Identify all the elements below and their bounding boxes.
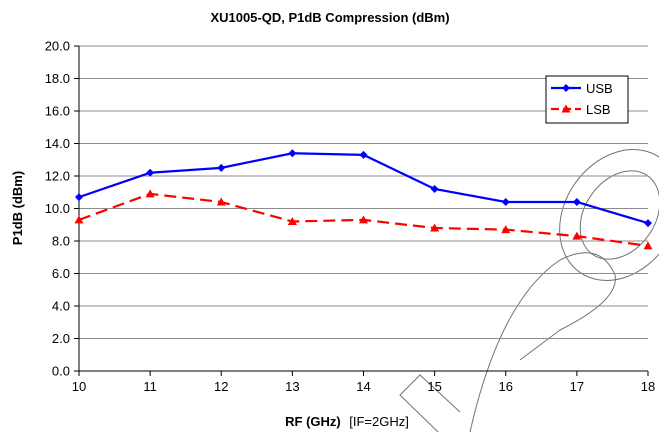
x-axis-label: RF (GHz) [IF=2GHz] (285, 413, 409, 430)
data-point-lsb (430, 223, 440, 232)
y-axis-label: P1dB (dBm) (10, 171, 25, 245)
data-point-lsb (572, 231, 582, 240)
data-point-lsb (287, 217, 297, 225)
data-point-usb (572, 198, 581, 206)
data-point-lsb (501, 225, 511, 234)
data-point-usb (146, 168, 155, 177)
x-tick-label: 10 (72, 379, 86, 394)
x-tick-label: 14 (356, 379, 370, 394)
y-tick-label: 20.0 (45, 39, 70, 54)
data-point-lsb (74, 215, 84, 224)
chart-title: XU1005-QD, P1dB Compression (dBm) (210, 10, 449, 25)
y-tick-label: 16.0 (45, 104, 70, 119)
data-point-lsb (145, 189, 155, 198)
y-tick-label: 4.0 (52, 299, 70, 314)
y-tick-label: 18.0 (45, 71, 70, 86)
data-point-usb (217, 163, 226, 172)
data-point-usb (288, 149, 297, 158)
x-tick-label: 17 (570, 379, 584, 394)
x-axis-label-main: RF (GHz) (285, 414, 341, 429)
data-point-usb (75, 193, 83, 202)
legend: USB LSB (545, 75, 629, 124)
legend-label-lsb: LSB (586, 102, 611, 117)
x-tick-label: 18 (641, 379, 655, 394)
data-point-usb (644, 219, 652, 228)
x-tick-label: 16 (499, 379, 513, 394)
legend-box (545, 75, 629, 124)
y-tick-label: 10.0 (45, 201, 70, 216)
data-point-lsb (359, 215, 368, 224)
y-tick-label: 14.0 (45, 136, 70, 151)
y-tick-label: 12.0 (45, 169, 70, 184)
x-tick-label: 13 (285, 379, 299, 394)
y-tick-label: 2.0 (52, 331, 70, 346)
y-tick-label: 8.0 (52, 234, 70, 249)
data-point-usb (430, 185, 439, 193)
y-tick-label: 0.0 (52, 364, 70, 379)
x-tick-label: 15 (427, 379, 441, 394)
legend-marker-usb (562, 84, 570, 92)
data-point-usb (359, 150, 368, 159)
data-point-lsb (643, 241, 653, 250)
data-point-usb (501, 198, 510, 206)
watermark (399, 149, 659, 432)
y-tick-label: 6.0 (52, 266, 70, 281)
series-line-usb (78, 152, 649, 225)
legend-label-usb: USB (586, 81, 613, 96)
x-axis-label-note: [IF=2GHz] (349, 414, 409, 429)
legend-marker-lsb (561, 104, 571, 113)
x-tick-label: 11 (143, 379, 157, 394)
data-point-lsb (216, 197, 226, 206)
x-tick-label: 12 (214, 379, 228, 394)
